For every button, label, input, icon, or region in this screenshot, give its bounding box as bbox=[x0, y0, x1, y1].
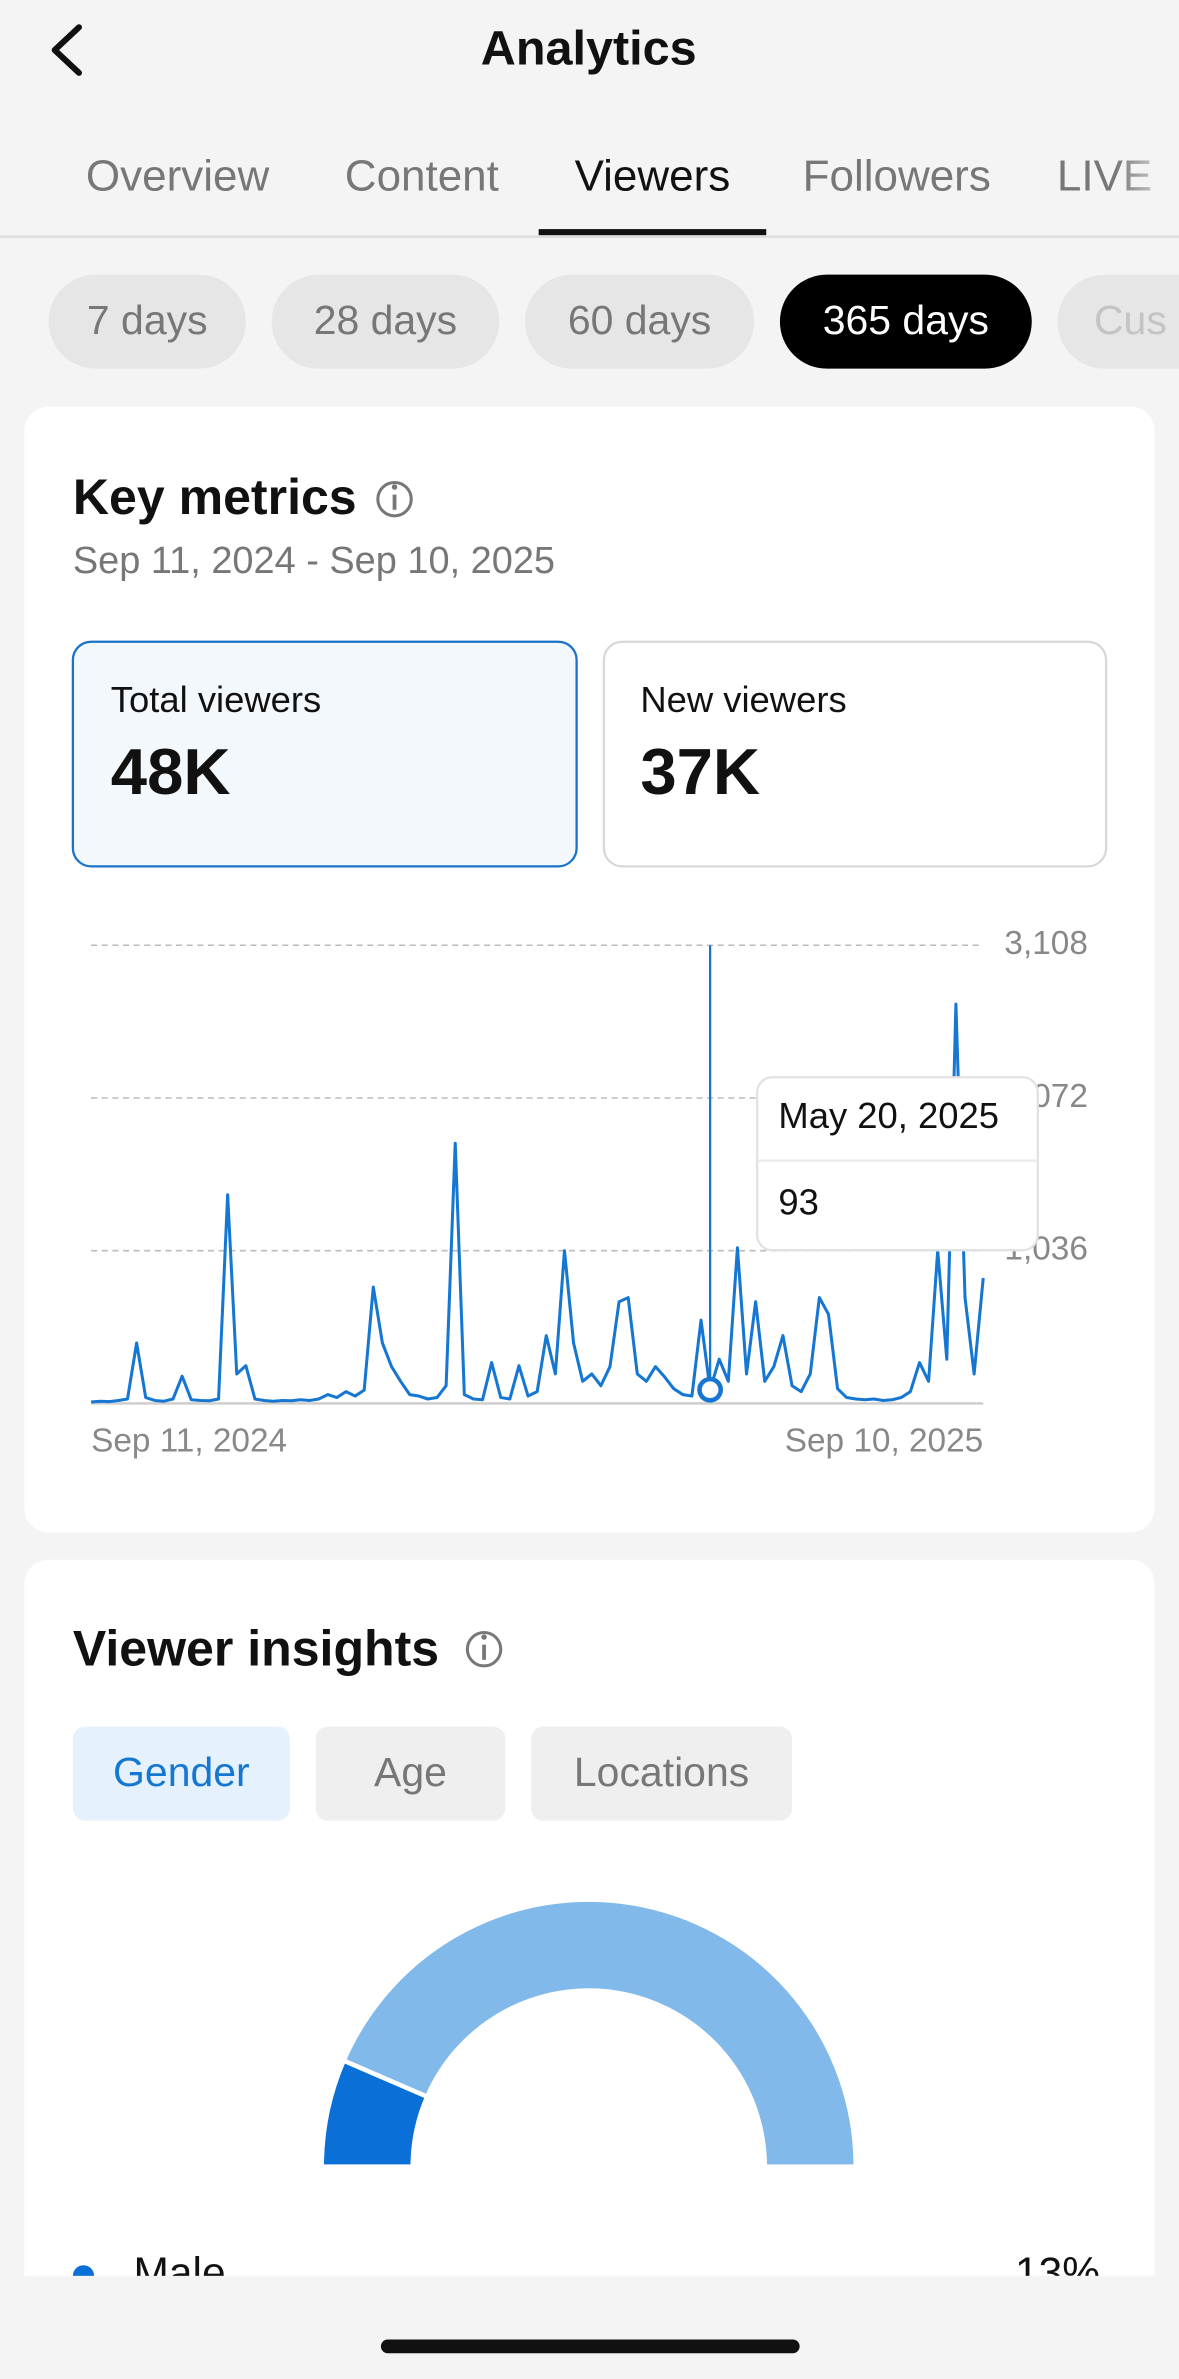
range-chip[interactable] bbox=[779, 274, 1032, 369]
tab[interactable]: Content bbox=[345, 152, 499, 201]
metric-label: New viewers bbox=[640, 679, 846, 720]
metric-card[interactable] bbox=[602, 640, 1108, 868]
insight-tab[interactable] bbox=[315, 1726, 506, 1821]
tab[interactable]: Overview bbox=[86, 152, 270, 201]
insight-tab[interactable] bbox=[531, 1726, 793, 1821]
page-title: Analytics bbox=[481, 21, 697, 75]
insight-tab-label[interactable]: Age bbox=[374, 1749, 447, 1795]
section-title: Key metrics bbox=[73, 469, 357, 525]
metric-value: 37K bbox=[640, 735, 760, 808]
x-tick-label: Sep 11, 2024 bbox=[91, 1423, 287, 1460]
tooltip bbox=[756, 1076, 1039, 1252]
range-chips: 7 days 28 days 60 days 365 days Cus bbox=[48, 274, 1179, 369]
tooltip-date: May 20, 2025 bbox=[778, 1095, 999, 1136]
tab-bar: Overview Content Viewers Followers LIVE bbox=[86, 152, 1152, 201]
x-tick-label: Sep 10, 2025 bbox=[785, 1423, 983, 1460]
metric-value: 48K bbox=[111, 735, 231, 808]
insight-tab-label[interactable]: Locations bbox=[574, 1749, 749, 1795]
tab[interactable]: Viewers bbox=[575, 152, 731, 201]
tooltip-value: 93 bbox=[778, 1181, 819, 1222]
bottom-bar bbox=[0, 2275, 1179, 2379]
tab-underline bbox=[538, 229, 767, 236]
y-tick-label: 3,108 bbox=[1004, 925, 1087, 962]
range-chip[interactable] bbox=[271, 274, 500, 369]
range-chip[interactable] bbox=[48, 274, 246, 369]
selected-point bbox=[697, 1376, 724, 1403]
info-icon[interactable] bbox=[465, 1631, 503, 1668]
metric-label: Total viewers bbox=[111, 679, 321, 720]
range-label[interactable]: Cus bbox=[1094, 297, 1167, 343]
range-chip[interactable] bbox=[525, 274, 755, 369]
fade bbox=[1115, 121, 1179, 234]
home-indicator bbox=[380, 2339, 800, 2354]
date-range: Sep 11, 2024 - Sep 10, 2025 bbox=[73, 540, 555, 582]
range-label[interactable]: 60 days bbox=[568, 297, 711, 343]
series-line bbox=[90, 1002, 985, 1404]
tab[interactable]: Followers bbox=[803, 152, 991, 201]
back-button[interactable] bbox=[51, 24, 82, 76]
donut-segment bbox=[340, 1897, 859, 2169]
insight-tab-label[interactable]: Gender bbox=[113, 1749, 250, 1795]
range-label[interactable]: 7 days bbox=[87, 297, 208, 343]
range-label[interactable]: 28 days bbox=[314, 297, 457, 343]
info-icon[interactable] bbox=[376, 480, 413, 518]
range-label[interactable]: 365 days bbox=[823, 297, 989, 343]
range-chip[interactable] bbox=[1057, 274, 1179, 369]
section-title: Viewer insights bbox=[73, 1620, 439, 1676]
insight-tab[interactable] bbox=[72, 1726, 290, 1821]
metric-card[interactable] bbox=[71, 640, 578, 868]
insight-tabs: Gender Age Locations bbox=[72, 1726, 793, 1821]
